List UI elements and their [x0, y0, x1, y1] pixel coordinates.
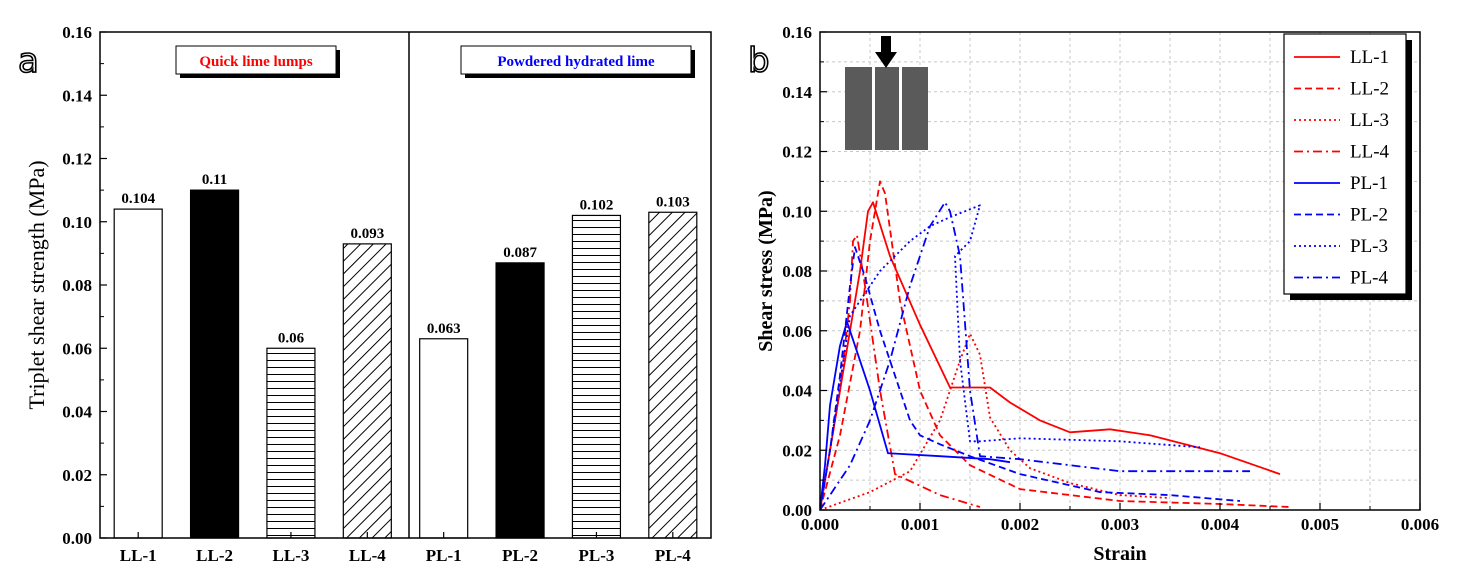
legend-label-ll-4: LL-4 [1350, 142, 1390, 163]
legend-label-ll-3: LL-3 [1350, 110, 1389, 131]
specimen-inset-icon [845, 36, 928, 150]
panel-a-y-axis-title: Triplet shear strength (MPa) [24, 160, 49, 409]
panel-a-frame [99, 31, 712, 539]
category-label-pl-2: PL-2 [502, 546, 538, 565]
panel-b-y-axis-title: Shear stress (MPa) [755, 190, 777, 351]
value-label-pl-2: 0.087 [503, 245, 537, 261]
y-tick-label: 0.00 [782, 501, 812, 520]
x-axis-tick-labels: LL-1 LL-2 LL-3 LL-4 PL-1 PL-2 PL-3 PL-4 [120, 546, 691, 565]
category-label-ll-1: LL-1 [120, 546, 157, 565]
category-label-ll-3: LL-3 [273, 546, 310, 565]
bar-pl-4 [648, 211, 698, 539]
y-tick-label: 0.06 [62, 339, 92, 358]
x-tick-label: 0.003 [1101, 515, 1139, 534]
series-line-pl-2 [820, 246, 1241, 510]
legend-items: LL-1 LL-2 LL-3 LL-4 PL-1 PL-2 PL-3 PL-4 [1294, 47, 1390, 289]
panel-letter-b: b [748, 41, 770, 81]
legend-label-ll-2: LL-2 [1350, 79, 1389, 100]
value-label-ll-3: 0.06 [278, 330, 305, 346]
series-line-pl-1 [820, 320, 1011, 510]
series-line-pl-4 [820, 201, 1250, 510]
bar-group [113, 189, 698, 539]
y-tick-label: 0.10 [62, 213, 92, 232]
bar-pl-2 [495, 262, 545, 539]
x-tick-label: 0.001 [901, 515, 939, 534]
series-lines [820, 180, 1291, 510]
legend-label-ll-1: LL-1 [1350, 47, 1389, 68]
category-label-pl-1: PL-1 [426, 546, 462, 565]
y-tick-label: 0.06 [782, 322, 812, 341]
bar-value-labels: 0.104 0.11 0.06 0.093 0.063 0.087 0.102 0.103 [121, 172, 689, 346]
y-axis-tick-labels: 0.00 0.02 0.04 0.06 0.08 0.10 0.12 0.14 0.16 [782, 23, 812, 520]
legend-label-pl-2: PL-2 [1350, 205, 1388, 226]
y-tick-label: 0.10 [782, 202, 812, 221]
legend-label-pl-4: PL-4 [1350, 268, 1389, 289]
y-tick-label: 0.02 [782, 441, 812, 460]
bar-ll-2 [189, 189, 240, 539]
y-tick-label: 0.02 [62, 466, 92, 485]
value-label-pl-4: 0.103 [656, 194, 690, 210]
x-tick-label: 0.004 [1201, 515, 1240, 534]
panel-b-x-axis-title: Strain [1093, 543, 1146, 565]
x-tick-label: 0.005 [1301, 515, 1339, 534]
panel-a-bar-chart: 0.104 0.11 0.06 0.093 0.063 0.087 0.102 0.103 0… [17, 23, 712, 565]
x-axis-tick-labels: 0.000 0.001 0.002 0.003 0.004 0.005 0.006 [801, 515, 1439, 534]
x-tick-label: 0.000 [801, 515, 839, 534]
value-label-ll-1: 0.104 [121, 191, 155, 207]
bar-ll-3 [266, 347, 316, 539]
y-tick-label: 0.08 [62, 276, 92, 295]
panel-b-line-chart: 0.00 0.02 0.04 0.06 0.08 0.10 0.12 0.14 0.16 0.0… [747, 23, 1439, 565]
x-tick-label: 0.002 [1001, 515, 1039, 534]
y-tick-label: 0.00 [62, 529, 92, 548]
panel-b-frame [819, 31, 1421, 511]
category-label-ll-4: LL-4 [349, 546, 386, 565]
group-label-box-quick-lime: Quick lime lumps [175, 45, 340, 78]
value-label-pl-1: 0.063 [427, 321, 461, 337]
bar-pl-1 [419, 338, 469, 539]
legend-box [1283, 33, 1407, 295]
group-label-quick-lime: Quick lime lumps [199, 54, 313, 70]
series-line-ll-2 [820, 180, 1291, 510]
category-label-pl-3: PL-3 [578, 546, 614, 565]
y-tick-label: 0.12 [782, 143, 812, 162]
bar-ll-4 [342, 243, 392, 539]
value-label-ll-2: 0.11 [202, 172, 227, 188]
series-line-pl-3 [820, 204, 1201, 510]
bar-pl-3 [571, 214, 622, 539]
y-tick-label: 0.08 [782, 262, 812, 281]
bar-ll-1 [113, 208, 163, 539]
category-label-ll-2: LL-2 [196, 546, 233, 565]
value-label-ll-4: 0.093 [350, 226, 384, 242]
legend-label-pl-3: PL-3 [1350, 236, 1388, 257]
y-tick-label: 0.16 [62, 23, 92, 42]
x-tick-label: 0.006 [1401, 515, 1439, 534]
value-label-pl-3: 0.102 [580, 197, 614, 213]
legend: LL-1 LL-2 LL-3 LL-4 PL-1 PL-2 PL-3 PL-4 [1283, 33, 1412, 300]
series-line-ll-1 [820, 201, 1281, 510]
category-label-pl-4: PL-4 [655, 546, 691, 565]
group-label-box-powdered-lime: Powdered hydrated lime [460, 45, 695, 78]
y-tick-label: 0.04 [62, 403, 92, 422]
y-axis-tick-labels: 0.00 0.02 0.04 0.06 0.08 0.10 0.12 0.14 0.16 [62, 23, 92, 548]
legend-label-pl-1: PL-1 [1350, 173, 1388, 194]
y-tick-label: 0.14 [782, 83, 812, 102]
y-tick-label: 0.04 [782, 382, 812, 401]
y-tick-label: 0.14 [62, 86, 92, 105]
load-arrow-icon [875, 36, 897, 68]
panel-letter-a: a [18, 41, 39, 81]
group-label-powdered-lime: Powdered hydrated lime [497, 54, 655, 70]
y-tick-label: 0.16 [782, 23, 812, 42]
y-tick-label: 0.12 [62, 150, 92, 169]
